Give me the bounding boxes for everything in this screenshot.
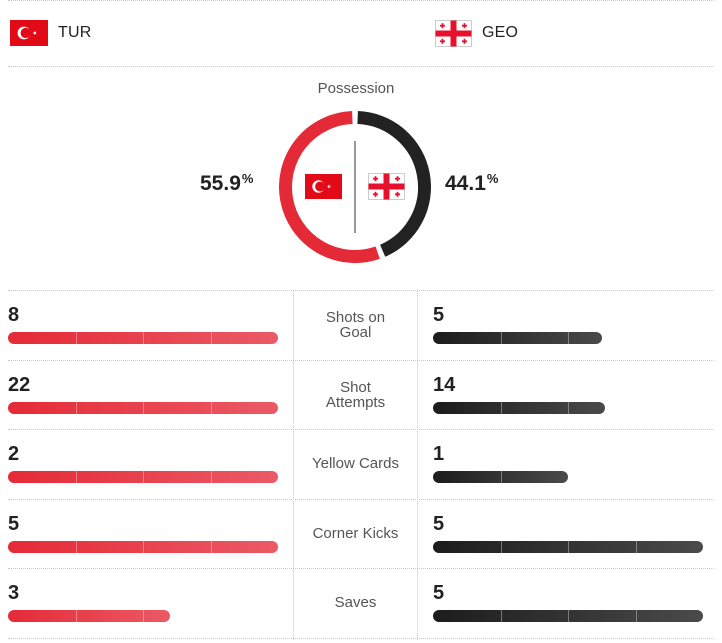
bar-segment-divider [143, 402, 144, 414]
away-yellow-cards-value: 1 [433, 443, 445, 465]
shots-on-goal-label: Shots on Goal [294, 310, 417, 340]
row-divider [8, 360, 714, 361]
shots-on-goal-label-line: Shots on [325, 309, 386, 326]
shots-on-goal-label-line: Goal [339, 324, 372, 341]
away-shots-on-goal-bar [433, 332, 602, 344]
bar-segment-divider [143, 541, 144, 553]
row-divider [8, 568, 714, 569]
row-divider [8, 429, 714, 430]
row-divider [8, 290, 714, 291]
away-corner-kicks-bar [433, 541, 703, 553]
bar-segment-divider [143, 332, 144, 344]
bar-segment-divider [211, 541, 212, 553]
bar-segment-divider [211, 471, 212, 483]
away-saves-bar [433, 610, 703, 622]
georgia-flag-icon [435, 19, 472, 47]
home-shots-on-goal-value: 8 [8, 304, 20, 326]
away-team[interactable]: GEO [435, 19, 518, 47]
home-yellow-cards-value: 2 [8, 443, 20, 465]
home-shots-on-goal-bar [8, 332, 278, 344]
bar-segment-divider [501, 610, 502, 622]
corner-kicks-label: Corner Kicks [294, 526, 417, 541]
home-team[interactable]: TUR [10, 19, 91, 47]
home-yellow-cards-bar [8, 471, 278, 483]
bar-segment-divider [143, 610, 144, 622]
bar-segment-divider [76, 471, 77, 483]
bottom-divider [8, 638, 714, 639]
away-saves-value: 5 [433, 582, 445, 604]
home-corner-kicks-bar [8, 541, 278, 553]
possession-donut-chart [279, 111, 431, 263]
away-yellow-cards-bar [433, 471, 568, 483]
header-divider [8, 66, 714, 67]
shot-attempts-label: Shot Attempts [294, 380, 417, 410]
home-possession-arc [279, 111, 380, 263]
corner-kicks-label-line: Corner Kicks [312, 525, 399, 542]
home-shot-attempts-bar [8, 402, 278, 414]
donut-georgia-flag-icon [368, 173, 405, 200]
possession-title: Possession [317, 80, 395, 97]
yellow-cards-label-line: Yellow Cards [312, 455, 399, 472]
away-corner-kicks-value: 5 [433, 513, 445, 535]
bar-segment-divider [76, 610, 77, 622]
bar-segment-divider [211, 332, 212, 344]
bar-segment-divider [568, 541, 569, 553]
away-possession-arc [357, 111, 431, 257]
shot-attempts-label-line: Shot [340, 379, 371, 396]
bar-segment-divider [568, 332, 569, 344]
bar-segment-divider [76, 402, 77, 414]
home-corner-kicks-value: 5 [8, 513, 20, 535]
home-possession-value: 55.9% [200, 171, 254, 195]
away-shots-on-goal-value: 5 [433, 304, 445, 326]
top-divider [8, 0, 714, 1]
label-column-left-divider [293, 290, 294, 640]
home-shot-attempts-value: 22 [8, 374, 31, 396]
bar-segment-divider [636, 541, 637, 553]
home-team-code: TUR [58, 24, 92, 41]
home-saves-value: 3 [8, 582, 20, 604]
shot-attempts-label-line: Attempts [325, 394, 386, 411]
bar-segment-divider [76, 332, 77, 344]
saves-label: Saves [294, 595, 417, 610]
bar-segment-divider [211, 402, 212, 414]
away-shot-attempts-value: 14 [433, 374, 456, 396]
bar-segment-divider [636, 610, 637, 622]
bar-segment-divider [501, 471, 502, 483]
label-column-right-divider [417, 290, 418, 640]
bar-segment-divider [143, 471, 144, 483]
bar-segment-divider [568, 402, 569, 414]
away-team-code: GEO [482, 24, 519, 41]
away-shot-attempts-bar [433, 402, 605, 414]
bar-segment-divider [501, 332, 502, 344]
away-possession-value: 44.1% [445, 171, 499, 195]
bar-segment-divider [501, 402, 502, 414]
bar-segment-divider [501, 541, 502, 553]
donut-turkey-flag-icon [305, 174, 342, 199]
home-saves-bar [8, 610, 170, 622]
bar-segment-divider [76, 541, 77, 553]
yellow-cards-label: Yellow Cards [294, 456, 417, 471]
saves-label-line: Saves [334, 594, 377, 611]
bar-segment-divider [568, 610, 569, 622]
row-divider [8, 499, 714, 500]
turkey-flag-icon [10, 20, 48, 46]
